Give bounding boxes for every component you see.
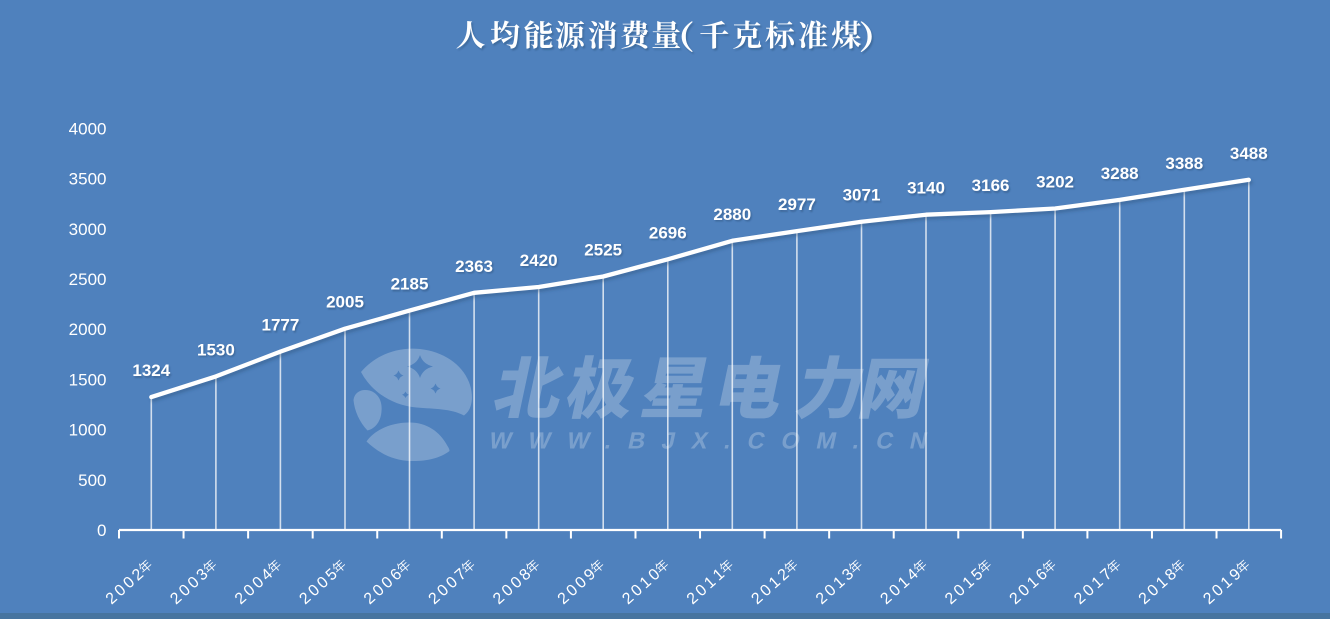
svg-text:1500: 1500 bbox=[69, 370, 107, 389]
svg-text:2363: 2363 bbox=[455, 257, 493, 276]
svg-text:3140: 3140 bbox=[907, 179, 945, 198]
svg-text:WWW.BJX.COM.CN: WWW.BJX.COM.CN bbox=[487, 428, 947, 455]
svg-text:2977: 2977 bbox=[778, 195, 816, 214]
svg-text:1530: 1530 bbox=[198, 342, 236, 361]
svg-text:1777: 1777 bbox=[263, 317, 301, 336]
svg-text:1777: 1777 bbox=[261, 316, 299, 335]
svg-text:2525: 2525 bbox=[586, 242, 624, 261]
svg-text:2005: 2005 bbox=[327, 294, 365, 313]
svg-text:2420: 2420 bbox=[520, 251, 558, 270]
svg-text:3388: 3388 bbox=[1165, 154, 1203, 173]
svg-text:1324: 1324 bbox=[134, 363, 172, 382]
svg-text:2363: 2363 bbox=[456, 259, 494, 278]
svg-text:0: 0 bbox=[97, 521, 106, 540]
svg-text:2005: 2005 bbox=[326, 293, 364, 312]
svg-text:3140: 3140 bbox=[908, 180, 946, 199]
svg-text:2500: 2500 bbox=[69, 270, 107, 289]
svg-text:1324: 1324 bbox=[132, 361, 170, 380]
svg-text:2000: 2000 bbox=[69, 320, 107, 339]
svg-text:2880: 2880 bbox=[713, 205, 751, 224]
svg-text:3388: 3388 bbox=[1167, 156, 1205, 175]
svg-text:3202: 3202 bbox=[1036, 173, 1074, 192]
svg-text:2185: 2185 bbox=[392, 276, 430, 295]
svg-text:3488: 3488 bbox=[1231, 146, 1269, 165]
svg-text:3000: 3000 bbox=[69, 220, 107, 239]
svg-text:4000: 4000 bbox=[69, 119, 107, 138]
svg-text:3488: 3488 bbox=[1230, 144, 1268, 163]
svg-text:2696: 2696 bbox=[650, 225, 688, 244]
svg-text:3288: 3288 bbox=[1101, 164, 1139, 183]
svg-text:3166: 3166 bbox=[973, 178, 1011, 197]
svg-text:3288: 3288 bbox=[1102, 166, 1140, 185]
svg-text:3500: 3500 bbox=[69, 170, 107, 189]
svg-text:3071: 3071 bbox=[844, 187, 882, 206]
svg-text:2420: 2420 bbox=[521, 253, 559, 272]
svg-text:3071: 3071 bbox=[843, 186, 881, 205]
svg-text:500: 500 bbox=[78, 471, 106, 490]
svg-text:2977: 2977 bbox=[779, 197, 817, 216]
svg-text:2185: 2185 bbox=[391, 275, 429, 294]
svg-text:1000: 1000 bbox=[69, 421, 107, 440]
svg-text:1530: 1530 bbox=[197, 340, 235, 359]
svg-text:2880: 2880 bbox=[715, 207, 753, 226]
svg-text:3166: 3166 bbox=[972, 176, 1010, 195]
svg-text:2696: 2696 bbox=[649, 223, 687, 242]
svg-text:3202: 3202 bbox=[1037, 174, 1075, 193]
svg-text:2525: 2525 bbox=[584, 241, 622, 260]
